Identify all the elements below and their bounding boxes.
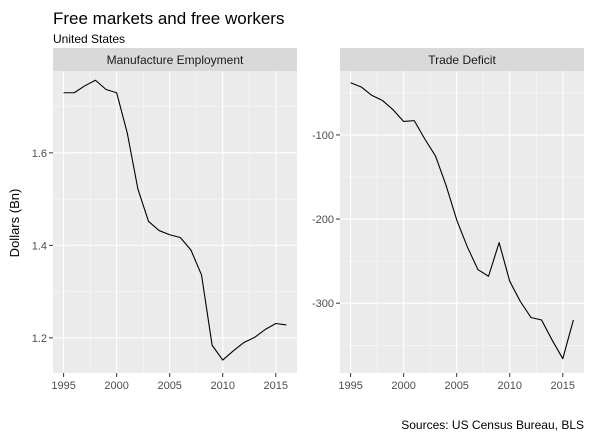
series-line <box>63 79 287 361</box>
data-point <box>254 337 255 338</box>
data-point <box>371 95 372 96</box>
data-point <box>382 100 383 101</box>
x-tick-label: 2005 <box>157 380 181 392</box>
data-point <box>116 92 117 93</box>
facet-strip-label: Trade Deficit <box>428 53 496 67</box>
x-tick-label: 2000 <box>104 380 128 392</box>
chart-subtitle: United States <box>53 32 125 46</box>
data-point <box>190 249 191 250</box>
data-point <box>392 109 393 110</box>
data-point <box>530 317 531 318</box>
facet-strip <box>340 48 584 71</box>
data-point <box>424 139 425 140</box>
data-point <box>414 120 415 121</box>
data-point <box>212 345 213 346</box>
data-point <box>488 276 489 277</box>
data-point <box>456 219 457 220</box>
x-tick-label: 2010 <box>497 380 521 392</box>
data-point <box>180 237 181 238</box>
y-tick-label: -300 <box>312 298 334 310</box>
plot-panel <box>53 71 297 373</box>
data-point <box>201 274 202 275</box>
facet-panels: Manufacture Employment 1995 2000 2005 2010 20… <box>32 48 584 392</box>
data-point <box>275 323 276 324</box>
data-point <box>477 269 478 270</box>
series-line <box>350 82 574 360</box>
data-point <box>243 342 244 343</box>
data-point <box>127 132 128 133</box>
data-point <box>137 188 138 189</box>
x-tick-label: 2015 <box>264 380 288 392</box>
plot-panel <box>340 71 584 373</box>
x-tick-label: 1995 <box>338 380 362 392</box>
data-point <box>499 242 500 243</box>
facet-strip <box>53 48 297 71</box>
data-point <box>169 234 170 235</box>
x-tick-label: 2015 <box>551 380 575 392</box>
x-tick-label: 2005 <box>444 380 468 392</box>
data-point <box>509 281 510 282</box>
x-tick-label: 2000 <box>391 380 415 392</box>
data-point <box>286 324 287 325</box>
data-point <box>541 319 542 320</box>
y-tick-label: 1.4 <box>32 240 47 252</box>
data-point <box>562 358 563 359</box>
data-point <box>148 221 149 222</box>
data-point <box>265 329 266 330</box>
x-tick-label: 1995 <box>51 380 75 392</box>
y-tick-label: 1.6 <box>32 148 47 160</box>
data-point <box>158 230 159 231</box>
data-point <box>63 92 64 93</box>
chart-caption: Sources: US Census Bureau, BLS <box>401 418 584 432</box>
y-axis-label: Dollars (Bn) <box>7 189 22 258</box>
data-point <box>520 301 521 302</box>
data-point <box>435 155 436 156</box>
facet-strip-label: Manufacture Employment <box>107 53 244 67</box>
chart-title: Free markets and free workers <box>53 9 284 28</box>
data-point <box>84 85 85 86</box>
facet-panel-2: Trade Deficit 1995 2000 2005 2010 2015 -300 -20… <box>312 48 584 392</box>
data-point <box>95 80 96 81</box>
y-tick-label: 1.2 <box>32 333 47 345</box>
data-point <box>350 82 351 83</box>
data-point <box>105 89 106 90</box>
y-tick-label: -100 <box>312 130 334 142</box>
data-point <box>233 350 234 351</box>
data-point <box>222 359 223 360</box>
y-tick-label: -200 <box>312 214 334 226</box>
data-point <box>361 86 362 87</box>
x-tick-label: 2010 <box>210 380 234 392</box>
data-point <box>573 319 574 320</box>
facet-panel-1: Manufacture Employment 1995 2000 2005 2010 20… <box>32 48 297 392</box>
data-point <box>403 121 404 122</box>
data-point <box>445 185 446 186</box>
data-point <box>74 92 75 93</box>
data-point <box>467 246 468 247</box>
data-point <box>552 340 553 341</box>
